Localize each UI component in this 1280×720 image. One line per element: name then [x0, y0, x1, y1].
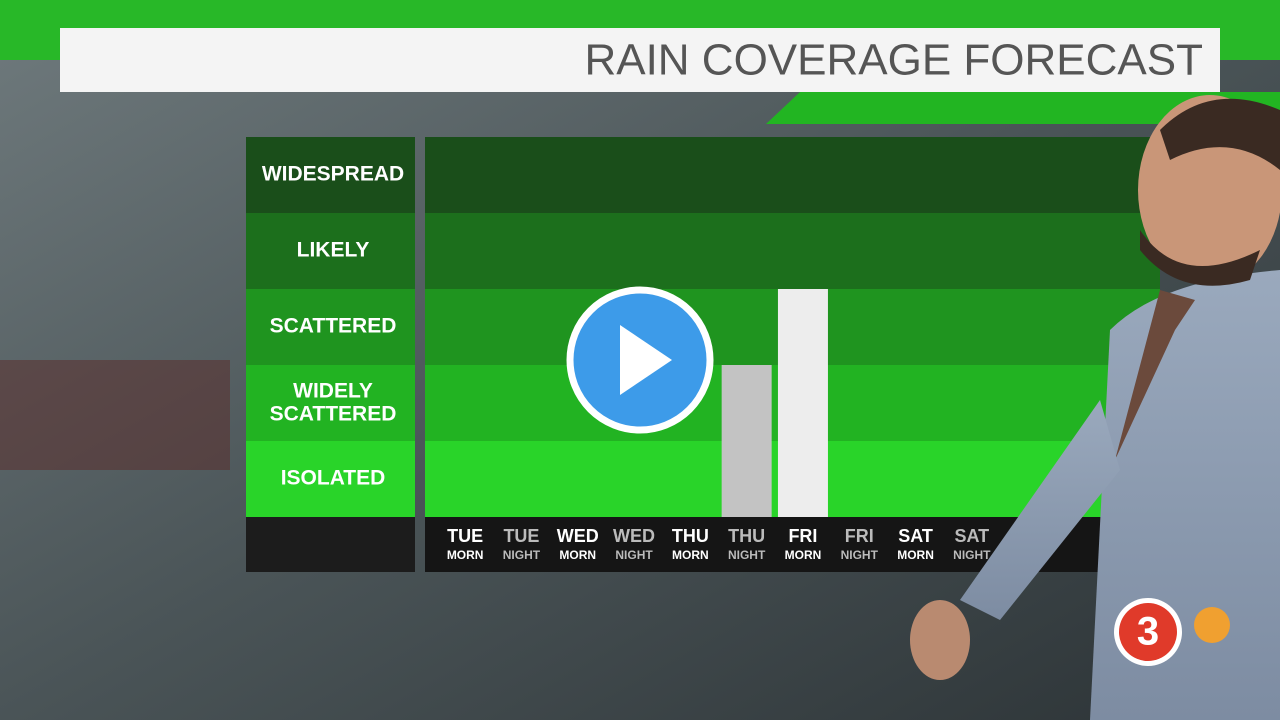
y-tick-label: WIDESPREAD	[262, 163, 404, 186]
play-button[interactable]	[566, 286, 714, 434]
chart-title: RAIN COVERAGE FORECAST	[584, 36, 1203, 85]
x-tick-day: THU	[728, 526, 765, 546]
y-tick-label: ISOLATED	[281, 467, 386, 490]
x-tick-part: MORN	[672, 548, 709, 562]
presenter-hand	[910, 600, 970, 680]
plot-band	[425, 137, 1160, 213]
presenter-hair	[1160, 98, 1280, 170]
x-tick-day: SAT	[898, 526, 933, 546]
logo-number: 3	[1137, 610, 1159, 654]
level-band	[246, 365, 415, 441]
plot-band	[425, 213, 1160, 289]
y-tick-label: SCATTERED	[270, 315, 397, 338]
bar	[777, 289, 828, 517]
title-bar	[60, 28, 1220, 92]
x-tick-day: WED	[557, 526, 599, 546]
panel-foot	[246, 517, 415, 572]
network-peacock	[1194, 607, 1230, 643]
x-tick-day: SAT	[955, 526, 990, 546]
y-tick-label: WIDELY SCATTERED	[270, 379, 397, 425]
x-tick-part: MORN	[447, 548, 484, 562]
blurred-car	[0, 360, 230, 470]
x-tick-part: NIGHT	[728, 548, 766, 562]
level-panel: ISOLATED WIDELY SCATTERED SCATTERED LIKELY WI…	[246, 137, 415, 572]
x-tick-part: NIGHT	[953, 548, 991, 562]
presenter-tie	[1115, 290, 1195, 460]
presenter-arm	[960, 400, 1120, 620]
x-tick-part: NIGHT	[503, 548, 541, 562]
x-tick-day: THU	[672, 526, 709, 546]
level-band	[246, 213, 415, 289]
station-logo: 3	[1114, 598, 1230, 666]
logo-disc	[1119, 603, 1177, 661]
x-tick-day: FRI	[845, 526, 874, 546]
level-band	[246, 289, 415, 365]
level-band	[246, 441, 415, 517]
play-icon[interactable]	[620, 325, 672, 395]
x-tick-day: WED	[613, 526, 655, 546]
presenter-suit	[1090, 270, 1280, 720]
title-accent	[766, 92, 1280, 124]
x-tick-day: TUE	[503, 526, 539, 546]
x-tick-part: MORN	[785, 548, 822, 562]
x-tick-day: TUE	[447, 526, 483, 546]
level-band	[246, 137, 415, 213]
x-tick-day: FRI	[788, 526, 817, 546]
bar	[721, 365, 772, 517]
x-tick-part: MORN	[559, 548, 596, 562]
x-tick-part: NIGHT	[841, 548, 879, 562]
x-tick-part: NIGHT	[615, 548, 653, 562]
x-tick-part: MORN	[897, 548, 934, 562]
presenter-beard	[1140, 230, 1260, 286]
y-tick-label: LIKELY	[297, 239, 370, 262]
